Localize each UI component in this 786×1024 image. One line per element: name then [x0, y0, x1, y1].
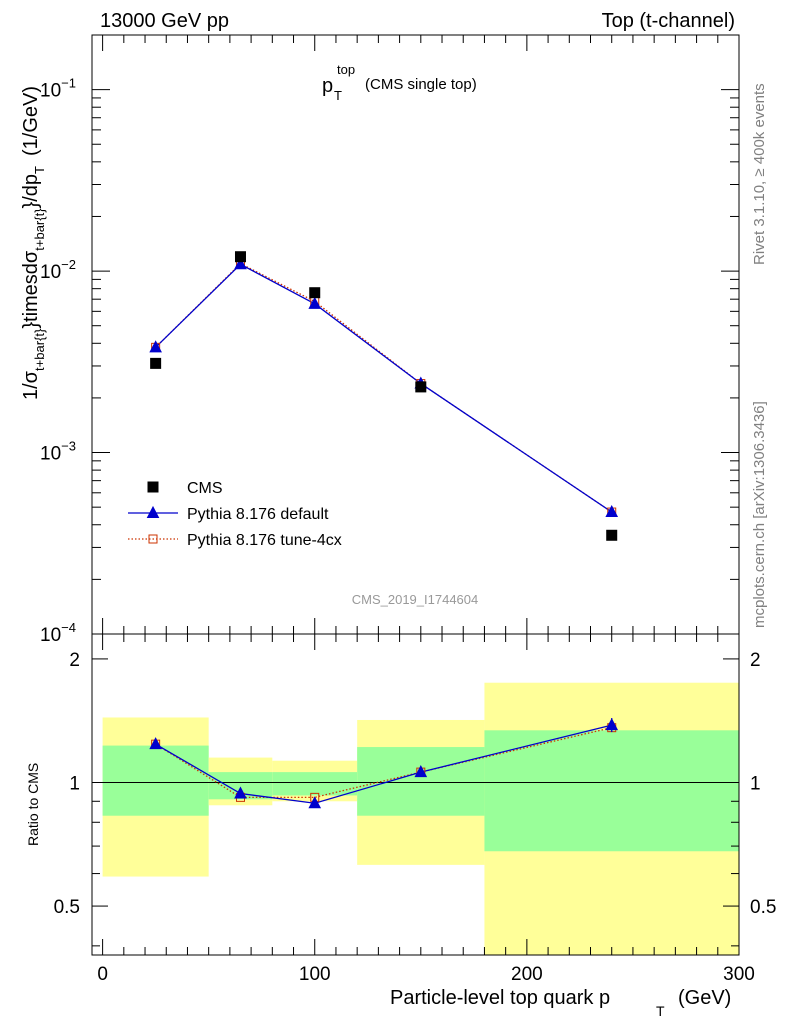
main-point-pythia-default-1 — [234, 257, 247, 270]
plot-title-note: (CMS single top) — [365, 76, 477, 93]
header-right: Top (t-channel) — [602, 10, 735, 32]
header-left: 13000 GeV pp — [100, 10, 229, 32]
main-point-cms-0 — [150, 357, 162, 369]
main-point-cms-3 — [415, 381, 427, 393]
ratio-band-inner-0 — [102, 745, 209, 816]
main-plot-frame: 10−1 10−2 10−3 10−4 — [40, 34, 740, 646]
x-tick-label-300: 300 — [723, 964, 755, 985]
ratio-y-tick-label: 2 — [69, 650, 80, 671]
analysis-watermark: CMS_2019_I1744604 — [352, 592, 479, 607]
y-tick-label: 10−4 — [40, 620, 76, 646]
xlabel-unit: (GeV) — [678, 987, 731, 1009]
plot-title-sub: T — [334, 88, 342, 103]
x-tick-label-0: 0 — [97, 964, 108, 985]
plot-title-main: p — [322, 75, 333, 97]
ratio-band-inner-4 — [484, 730, 739, 852]
xlabel-main: Particle-level top quark p — [390, 987, 610, 1009]
main-point-pythia-default-4 — [605, 504, 619, 518]
ratio-y-tick-label-right: 2 — [750, 650, 761, 671]
ylabel-s1: t+bar{t} — [32, 328, 47, 371]
main-point-cms-2 — [309, 287, 321, 299]
ratio-line-pythia-tune — [155, 727, 612, 799]
ratio-plot-frame: 0 100 200 300 0.5 0.5 1 1 2 2 — [54, 633, 776, 985]
ratio-point-pythia-default-0 — [149, 737, 162, 750]
main-point-cms-1 — [234, 251, 246, 263]
main-point-pythia-default-2 — [308, 296, 322, 309]
legend-marker-pythia-tune — [148, 534, 158, 544]
legend: CMS Pythia 8.176 default Pythia 8.176 tune… — [128, 480, 342, 549]
ylabel-s3: T — [32, 166, 47, 174]
ratio-ylabel: Ratio to CMS — [25, 763, 41, 846]
mcplots-label: mcplots.cern.ch [arXiv:1306.3436] — [751, 401, 768, 628]
ratio-point-pythia-default-2 — [308, 796, 322, 809]
main-point-pythia-default-0 — [149, 340, 162, 353]
ratio-uncertainty-bands — [102, 682, 739, 955]
ylabel-p2: }timesdσ — [20, 250, 42, 329]
ratio-y-tick-label: 1 — [69, 773, 80, 794]
legend-marker-cms — [147, 481, 159, 493]
legend-label-pythia-default: Pythia 8.176 default — [187, 506, 329, 523]
legend-label-pythia-tune: Pythia 8.176 tune-4cx — [187, 532, 342, 549]
rivet-label: Rivet 3.1.10, ≥ 400k events — [751, 83, 768, 265]
ratio-plot-series — [149, 717, 619, 809]
xlabel-sub: T — [656, 1003, 665, 1019]
ylabel-p1: 1/σ — [20, 370, 42, 400]
y-tick-label: 10−2 — [40, 257, 76, 283]
ratio-y-tick-label-right: 1 — [750, 773, 761, 794]
main-ylabel: 1/σt+bar{t}}timesdσt+bar{t}}/dpT(1/GeV) — [20, 86, 47, 400]
ratio-y-tick-label: 0.5 — [54, 897, 80, 918]
x-tick-label-100: 100 — [299, 964, 331, 985]
ylabel-p4: (1/GeV) — [20, 86, 42, 156]
main-point-cms-4 — [606, 529, 618, 541]
ratio-band-inner-3 — [357, 747, 485, 816]
plot-title-sup: top — [337, 62, 355, 77]
legend-label-cms: CMS — [187, 480, 223, 497]
ratio-band-inner-2 — [272, 772, 358, 796]
svg-text:1/σt+bar{t}}timesdσt+bar{t}}/d: 1/σt+bar{t}}timesdσt+bar{t}}/dpT(1/GeV) — [20, 86, 47, 400]
ratio-point-pythia-default-3 — [414, 765, 428, 778]
ylabel-s2: t+bar{t} — [32, 208, 47, 251]
ratio-point-pythia-default-1 — [234, 786, 247, 799]
ratio-frame-border — [91, 633, 740, 956]
main-line-pythia-default — [155, 263, 613, 513]
ylabel-p3: }/dp — [20, 174, 42, 208]
y-tick-label: 10−1 — [40, 76, 76, 102]
y-tick-label: 10−3 — [40, 439, 76, 465]
legend-marker-pythia-default — [146, 505, 160, 518]
x-tick-label-200: 200 — [511, 964, 543, 985]
plot-title: p — [322, 75, 333, 97]
main-plot-series — [149, 251, 619, 541]
main-line-pythia-tune — [155, 262, 613, 513]
xlabel: Particle-level top quark p — [390, 987, 610, 1009]
ratio-y-tick-label-right: 0.5 — [750, 897, 776, 918]
